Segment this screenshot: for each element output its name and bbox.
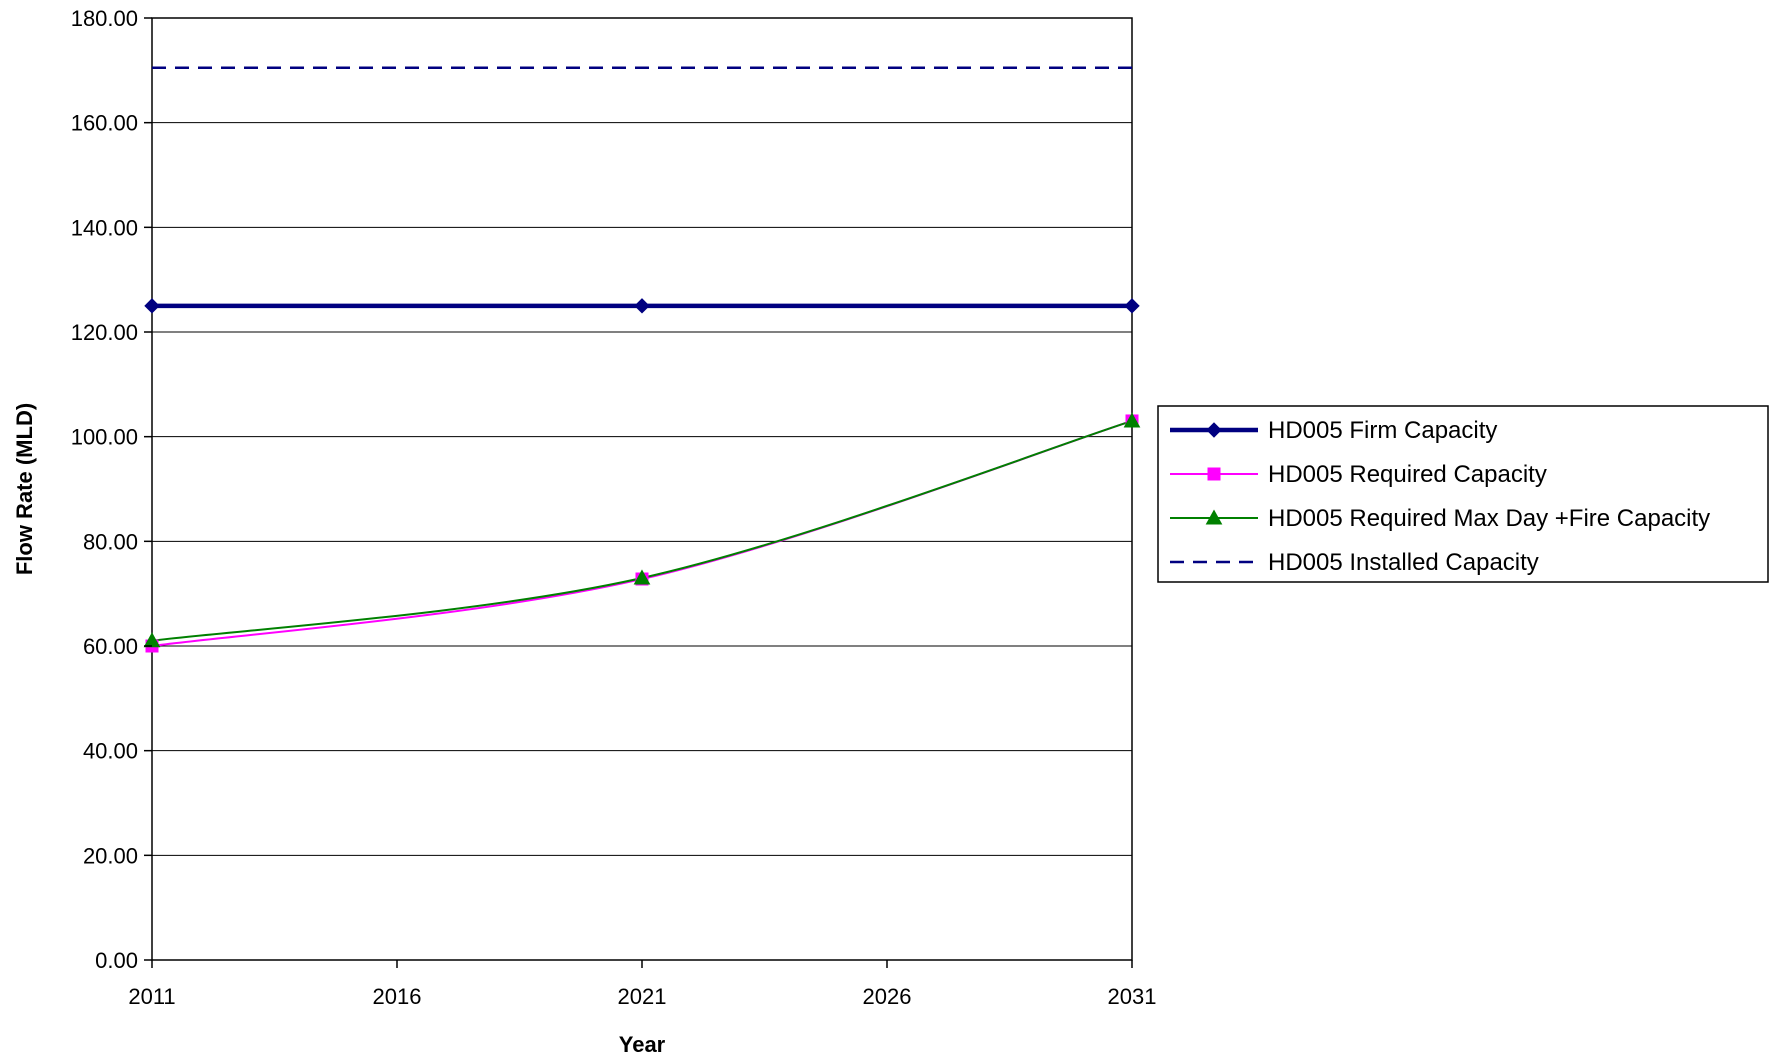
y-tick-label: 0.00	[95, 948, 138, 973]
y-tick-label: 140.00	[71, 215, 138, 240]
x-axis-title: Year	[619, 1032, 666, 1057]
gridlines	[152, 122, 1132, 856]
x-tick-label: 2016	[373, 984, 422, 1009]
series-line-hd005-required-capacity	[151, 420, 1133, 647]
y-tick-label: 100.00	[71, 425, 138, 450]
y-tick-label: 60.00	[83, 634, 138, 659]
x-tick-label: 2026	[863, 984, 912, 1009]
data-point-hd005-firm-capacity	[144, 298, 160, 314]
data-point-hd005-required-max-day-fire-capacity	[143, 632, 161, 648]
series-group	[143, 66, 1141, 653]
y-tick-label: 120.00	[71, 320, 138, 345]
legend-box	[1157, 405, 1769, 583]
x-tick-label: 2021	[618, 984, 667, 1009]
x-tick-label: 2031	[1108, 984, 1157, 1009]
legend-marker-hd005-required-capacity	[1207, 467, 1221, 481]
y-tick-label: 80.00	[83, 529, 138, 554]
legend-label: HD005 Firm Capacity	[1268, 417, 1497, 444]
legend-label: HD005 Installed Capacity	[1268, 549, 1539, 576]
data-point-hd005-firm-capacity	[634, 298, 650, 314]
series-line-hd005-required-max-day-fire-capacity	[151, 420, 1133, 642]
y-tick-label: 40.00	[83, 739, 138, 764]
y-tick-label: 20.00	[83, 843, 138, 868]
legend: HD005 Firm Capacity HD005 Required Capaci…	[1157, 405, 1769, 583]
y-tick-label: 180.00	[71, 6, 138, 31]
x-tick-label: 2011	[128, 984, 175, 1009]
data-point-hd005-required-max-day-fire-capacity	[1123, 412, 1141, 428]
legend-items: HD005 Firm Capacity HD005 Required Capaci…	[1170, 417, 1710, 576]
legend-marker-hd005-required-max-day-fire-capacity	[1205, 509, 1223, 525]
y-axis-title: Flow Rate (MLD)	[12, 403, 37, 575]
axes: 0.00 20.00 40.00 60.00 80.00 100.00 120.00 140.…	[71, 6, 1157, 1009]
legend-label: HD005 Required Max Day +Fire Capacity	[1268, 505, 1710, 532]
legend-label: HD005 Required Capacity	[1268, 461, 1547, 488]
y-tick-label: 160.00	[71, 111, 138, 136]
data-point-hd005-required-max-day-fire-capacity	[633, 569, 651, 585]
data-point-hd005-firm-capacity	[1124, 298, 1140, 314]
legend-marker-hd005-firm-capacity	[1206, 422, 1222, 438]
markers	[143, 298, 1141, 653]
plot-area	[151, 17, 1133, 961]
